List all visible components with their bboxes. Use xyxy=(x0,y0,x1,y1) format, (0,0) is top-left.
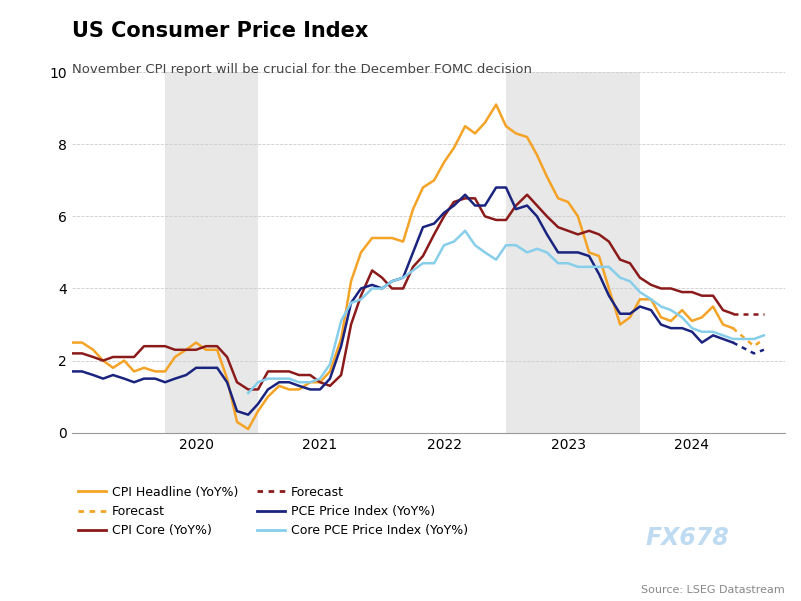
Legend: CPI Headline (YoY%), Forecast, CPI Core (YoY%), Forecast, PCE Price Index (YoY%): CPI Headline (YoY%), Forecast, CPI Core … xyxy=(78,486,468,537)
Text: Source: LSEG Datastream: Source: LSEG Datastream xyxy=(642,585,785,595)
Text: US Consumer Price Index: US Consumer Price Index xyxy=(72,22,368,41)
Text: November CPI report will be crucial for the December FOMC decision: November CPI report will be crucial for … xyxy=(72,63,532,76)
Text: FX678: FX678 xyxy=(645,526,729,550)
Bar xyxy=(506,72,640,433)
Bar xyxy=(165,72,258,433)
